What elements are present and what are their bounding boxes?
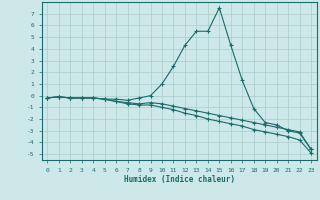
X-axis label: Humidex (Indice chaleur): Humidex (Indice chaleur) <box>124 175 235 184</box>
